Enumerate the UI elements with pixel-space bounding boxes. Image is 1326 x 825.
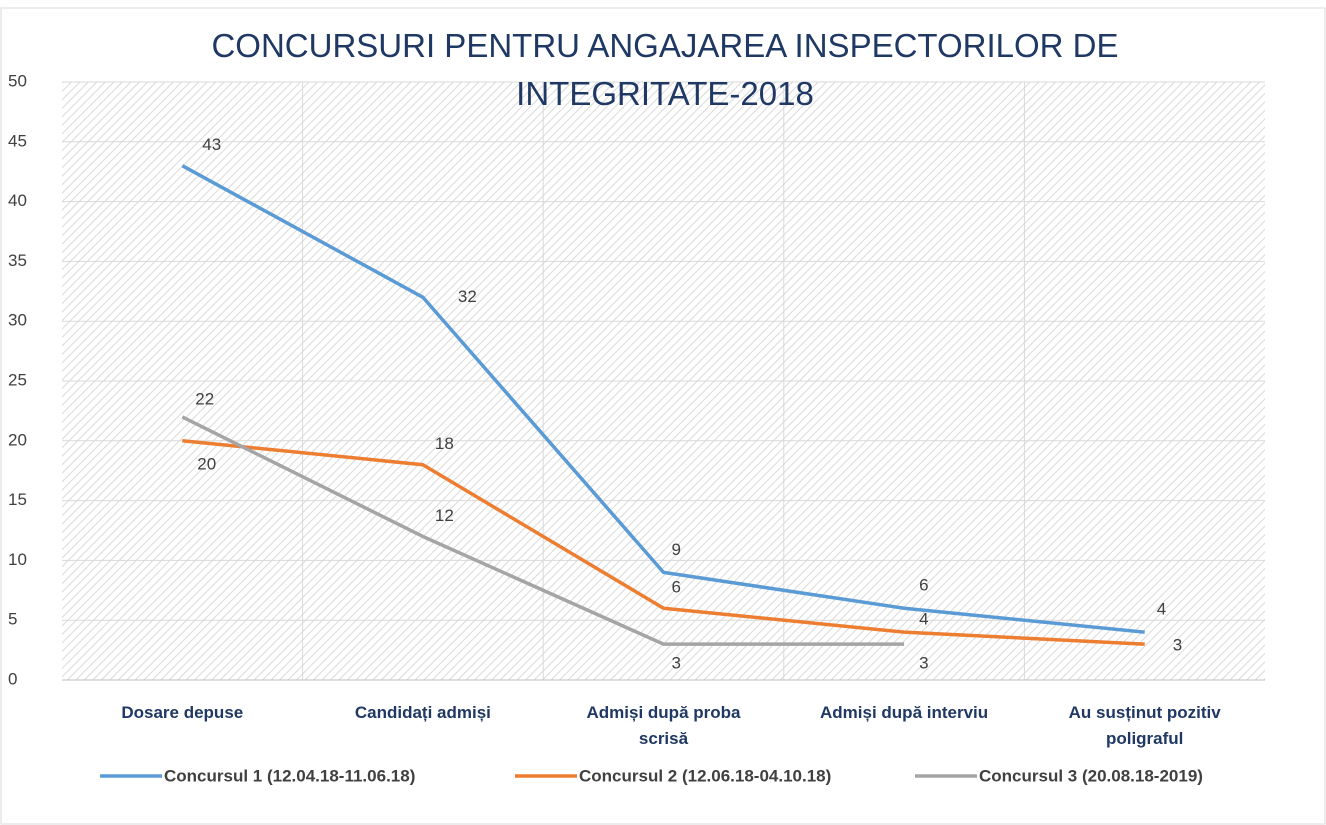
y-tick-label: 40	[8, 191, 27, 210]
data-label: 32	[458, 287, 477, 306]
y-tick-label: 20	[8, 430, 27, 449]
series-line	[181, 415, 905, 646]
x-tick-label: Au susținut pozitiv poligraful	[1068, 703, 1221, 748]
y-tick-label: 30	[8, 311, 27, 330]
data-label: 3	[919, 654, 928, 673]
data-label: 4	[919, 610, 928, 629]
x-tick-label: Candidați admiși	[354, 703, 491, 722]
chart-border	[0, 7, 1326, 825]
legend-label: Concursul 2 (12.06.18-04.10.18)	[579, 766, 831, 785]
y-tick-label: 15	[8, 490, 27, 509]
x-tick-label: Admiși după interviu	[820, 703, 989, 722]
series-line	[181, 164, 1145, 634]
data-label: 43	[202, 135, 221, 154]
data-label: 22	[195, 389, 214, 408]
y-tick-label: 35	[8, 251, 27, 270]
y-tick-label: 50	[8, 71, 27, 90]
data-label: 12	[435, 506, 454, 525]
series-line	[182, 439, 1145, 646]
data-label: 3	[672, 654, 681, 673]
legend-label: Concursul 1 (12.04.18-11.06.18)	[164, 766, 415, 785]
y-tick-label: 0	[8, 669, 17, 688]
data-label: 20	[197, 454, 216, 473]
y-tick-label: 5	[8, 610, 17, 629]
data-label: 9	[672, 540, 681, 559]
x-tick-label: Admiși după proba scrisă	[586, 703, 741, 748]
y-tick-label: 10	[8, 550, 27, 569]
data-label: 3	[1173, 636, 1182, 655]
data-label: 6	[672, 578, 681, 597]
data-label: 4	[1157, 600, 1166, 619]
legend-label: Concursul 3 (20.08.18-2019)	[979, 766, 1203, 785]
x-tick-label: Dosare depuse	[121, 703, 244, 722]
data-label: 18	[435, 434, 454, 453]
y-tick-label: 25	[8, 370, 27, 389]
data-label: 6	[919, 576, 928, 595]
y-tick-label: 45	[8, 131, 27, 150]
chart-title: CONCURSURI PENTRU ANGAJAREA INSPECTORILO…	[211, 27, 1119, 112]
